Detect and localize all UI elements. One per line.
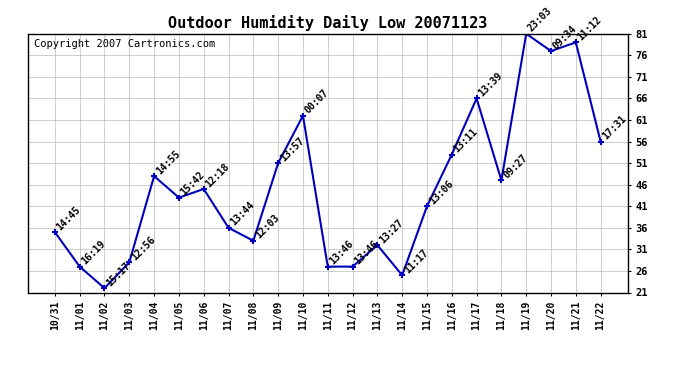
Text: 11:17: 11:17: [402, 248, 430, 275]
Text: 17:31: 17:31: [600, 114, 629, 142]
Text: 13:39: 13:39: [477, 70, 504, 99]
Text: 13:57: 13:57: [278, 135, 306, 163]
Text: 09:34: 09:34: [551, 23, 579, 51]
Text: 23:03: 23:03: [526, 6, 554, 34]
Text: 15:17: 15:17: [104, 260, 132, 288]
Text: 11:12: 11:12: [576, 15, 604, 42]
Text: Copyright 2007 Cartronics.com: Copyright 2007 Cartronics.com: [34, 39, 215, 49]
Title: Outdoor Humidity Daily Low 20071123: Outdoor Humidity Daily Low 20071123: [168, 15, 487, 31]
Text: 14:55: 14:55: [154, 148, 182, 176]
Text: 13:46: 13:46: [353, 239, 380, 267]
Text: 12:56: 12:56: [129, 234, 157, 262]
Text: 00:07: 00:07: [303, 88, 331, 116]
Text: 12:03: 12:03: [253, 213, 281, 241]
Text: 14:45: 14:45: [55, 204, 83, 232]
Text: 13:11: 13:11: [452, 127, 480, 154]
Text: 12:18: 12:18: [204, 161, 232, 189]
Text: 16:19: 16:19: [79, 239, 108, 267]
Text: 13:06: 13:06: [427, 178, 455, 206]
Text: 09:27: 09:27: [502, 153, 529, 180]
Text: 13:46: 13:46: [328, 239, 355, 267]
Text: 13:27: 13:27: [377, 217, 405, 245]
Text: 15:42: 15:42: [179, 170, 207, 198]
Text: 13:44: 13:44: [228, 200, 257, 228]
